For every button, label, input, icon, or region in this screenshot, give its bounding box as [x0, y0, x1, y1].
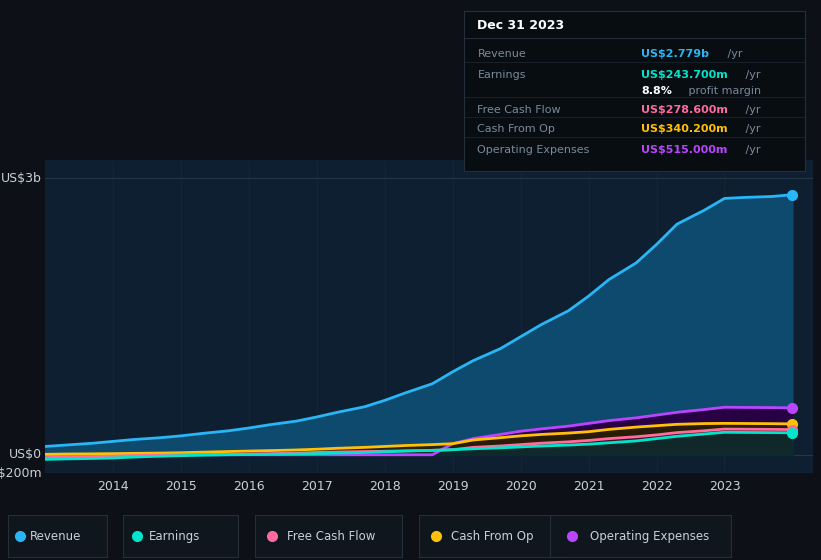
Text: US$243.700m: US$243.700m	[641, 70, 727, 80]
Text: US$515.000m: US$515.000m	[641, 145, 727, 155]
Text: Earnings: Earnings	[478, 70, 526, 80]
Text: US$340.200m: US$340.200m	[641, 124, 727, 134]
Text: /yr: /yr	[724, 49, 742, 59]
Text: Dec 31 2023: Dec 31 2023	[478, 19, 565, 32]
Text: Free Cash Flow: Free Cash Flow	[287, 530, 375, 543]
Text: Free Cash Flow: Free Cash Flow	[478, 105, 561, 115]
Text: US$3b: US$3b	[1, 171, 42, 185]
Text: Operating Expenses: Operating Expenses	[478, 145, 589, 155]
Text: 8.8%: 8.8%	[641, 86, 672, 96]
Text: /yr: /yr	[742, 70, 761, 80]
Text: Cash From Op: Cash From Op	[478, 124, 555, 134]
Text: Operating Expenses: Operating Expenses	[589, 530, 709, 543]
Text: US$278.600m: US$278.600m	[641, 105, 728, 115]
Text: /yr: /yr	[742, 124, 761, 134]
Text: Revenue: Revenue	[30, 530, 81, 543]
Text: /yr: /yr	[742, 105, 761, 115]
Text: profit margin: profit margin	[686, 86, 761, 96]
Text: Cash From Op: Cash From Op	[452, 530, 534, 543]
Text: Revenue: Revenue	[478, 49, 526, 59]
Text: US$2.779b: US$2.779b	[641, 49, 709, 59]
Text: /yr: /yr	[742, 145, 761, 155]
Text: Earnings: Earnings	[149, 530, 200, 543]
Text: -US$200m: -US$200m	[0, 466, 42, 480]
Text: US$0: US$0	[9, 448, 42, 461]
